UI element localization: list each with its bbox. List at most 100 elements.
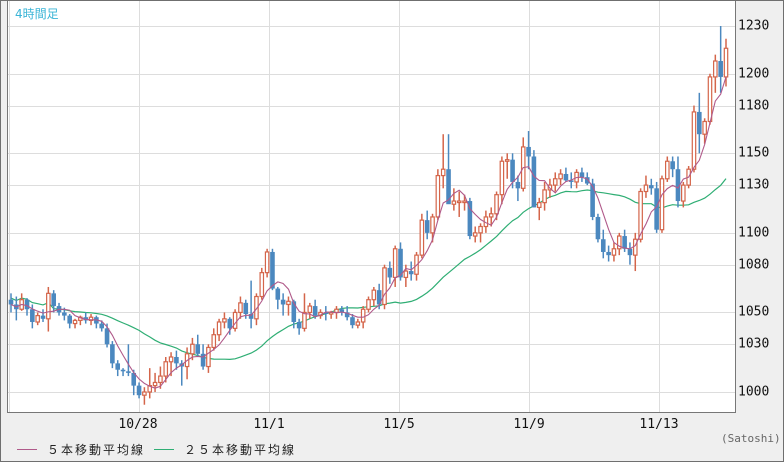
candle	[291, 299, 297, 329]
candle	[531, 150, 537, 208]
candle	[526, 131, 531, 170]
candle	[536, 197, 542, 221]
candle	[206, 344, 211, 373]
candle	[270, 248, 275, 291]
ma25-line-swatch-icon	[154, 449, 174, 450]
candle	[24, 298, 30, 316]
candle	[350, 314, 355, 329]
candle	[611, 242, 617, 262]
candle	[563, 167, 569, 182]
y-axis-label: 1230	[738, 18, 770, 34]
candle	[702, 118, 707, 144]
candle	[259, 267, 265, 300]
candle	[665, 156, 670, 182]
y-axis-label: 1030	[738, 336, 770, 352]
y-axis-label: 1130	[738, 177, 770, 193]
candle	[643, 175, 649, 198]
candle	[387, 261, 393, 284]
candle	[248, 280, 254, 329]
candle	[264, 248, 270, 278]
candle	[286, 296, 291, 316]
candle	[478, 223, 483, 243]
candle	[520, 137, 526, 192]
candle	[275, 286, 281, 310]
candle	[670, 156, 675, 178]
candle	[558, 169, 563, 186]
candle	[419, 213, 425, 259]
candle	[296, 318, 302, 335]
candle	[424, 210, 430, 240]
candle	[142, 387, 147, 405]
candle	[691, 105, 697, 173]
y-axis-label: 1200	[738, 66, 770, 82]
candle	[19, 293, 24, 311]
legend-ma25-label: ２５本移動平均線	[184, 443, 297, 457]
candle	[280, 293, 286, 316]
candle	[158, 366, 163, 389]
unit-label: (Satoshi)	[721, 432, 781, 445]
candle	[302, 293, 307, 332]
candle	[110, 341, 115, 369]
candle	[40, 309, 46, 322]
candle	[195, 334, 201, 357]
candle	[659, 175, 665, 233]
candle	[488, 207, 494, 227]
y-axis-label: 1100	[738, 225, 770, 241]
candle	[600, 229, 606, 259]
candle	[312, 299, 318, 319]
candle	[152, 372, 158, 392]
candle	[504, 153, 510, 179]
candle	[579, 167, 585, 182]
candle	[499, 156, 505, 205]
x-axis-label: 10/28	[118, 417, 158, 432]
candle	[552, 172, 558, 192]
candle	[131, 369, 137, 396]
x-axis-label: 11/1	[253, 417, 285, 432]
candle	[227, 317, 233, 335]
y-axis-label: 1150	[738, 145, 770, 161]
candle	[232, 309, 238, 332]
candle	[120, 368, 126, 377]
candle	[323, 306, 329, 321]
candle	[307, 302, 313, 319]
legend-ma5-label: ５本移動平均線	[47, 443, 146, 457]
candle	[472, 226, 478, 243]
candle	[371, 286, 377, 307]
candle	[462, 194, 467, 211]
candle	[435, 169, 441, 221]
candle	[147, 368, 153, 399]
candle	[606, 245, 611, 262]
candle	[697, 92, 702, 154]
candle	[398, 242, 403, 281]
candle	[211, 328, 217, 351]
candle	[440, 134, 446, 189]
candlestick-chart	[8, 1, 735, 412]
candle	[163, 356, 169, 383]
candle	[675, 156, 681, 208]
candle	[136, 382, 142, 399]
candle	[94, 315, 99, 329]
ma5-line	[10, 76, 727, 389]
candle	[718, 26, 723, 93]
candle	[238, 296, 243, 319]
candle	[72, 318, 78, 329]
candle	[99, 320, 105, 332]
candle	[35, 312, 40, 326]
candle	[408, 261, 414, 281]
candle	[126, 344, 131, 377]
candle	[67, 314, 72, 329]
candle	[8, 293, 14, 313]
candle	[355, 318, 361, 329]
candle	[366, 296, 371, 313]
candle	[46, 286, 51, 332]
candle	[174, 350, 179, 370]
candle	[681, 181, 686, 208]
candle	[222, 312, 227, 329]
candle	[339, 306, 345, 316]
legend-ma5: ５本移動平均線	[17, 441, 145, 458]
ma25-line	[10, 178, 727, 361]
x-axis-label: 11/5	[383, 417, 415, 432]
ma5-line-swatch-icon	[17, 449, 37, 450]
candle	[115, 360, 121, 377]
timeframe-label: 4時間足	[15, 7, 59, 21]
